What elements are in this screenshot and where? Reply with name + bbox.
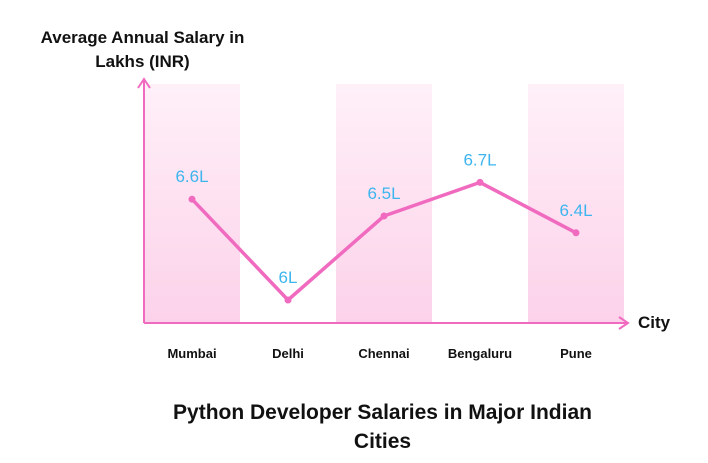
y-axis-label: Average Annual Salary in Lakhs (INR)	[40, 28, 245, 71]
tick-label-bengaluru: Bengaluru	[448, 346, 512, 361]
data-point-bengaluru	[476, 178, 484, 186]
data-point-delhi	[284, 296, 292, 304]
data-point-chennai	[380, 212, 388, 220]
tick-label-chennai: Chennai	[358, 346, 409, 361]
tick-label-delhi: Delhi	[272, 346, 304, 361]
data-label-pune: 6.4L	[559, 201, 592, 220]
data-label-delhi: 6L	[279, 268, 298, 287]
data-label-mumbai: 6.6L	[175, 167, 208, 186]
y-axis-arrow	[137, 77, 151, 89]
band-mumbai	[144, 84, 240, 323]
band-pune	[528, 84, 624, 323]
data-point-pune	[572, 229, 580, 237]
x-axis-arrow	[618, 316, 630, 330]
data-label-chennai: 6.5L	[367, 184, 400, 203]
data-point-mumbai	[188, 195, 196, 203]
tick-label-pune: Pune	[560, 346, 592, 361]
x-axis-label: City	[638, 313, 671, 332]
chart-title: Python Developer Salaries in Major India…	[173, 401, 592, 453]
tick-label-mumbai: Mumbai	[167, 346, 216, 361]
data-label-bengaluru: 6.7L	[463, 150, 496, 169]
